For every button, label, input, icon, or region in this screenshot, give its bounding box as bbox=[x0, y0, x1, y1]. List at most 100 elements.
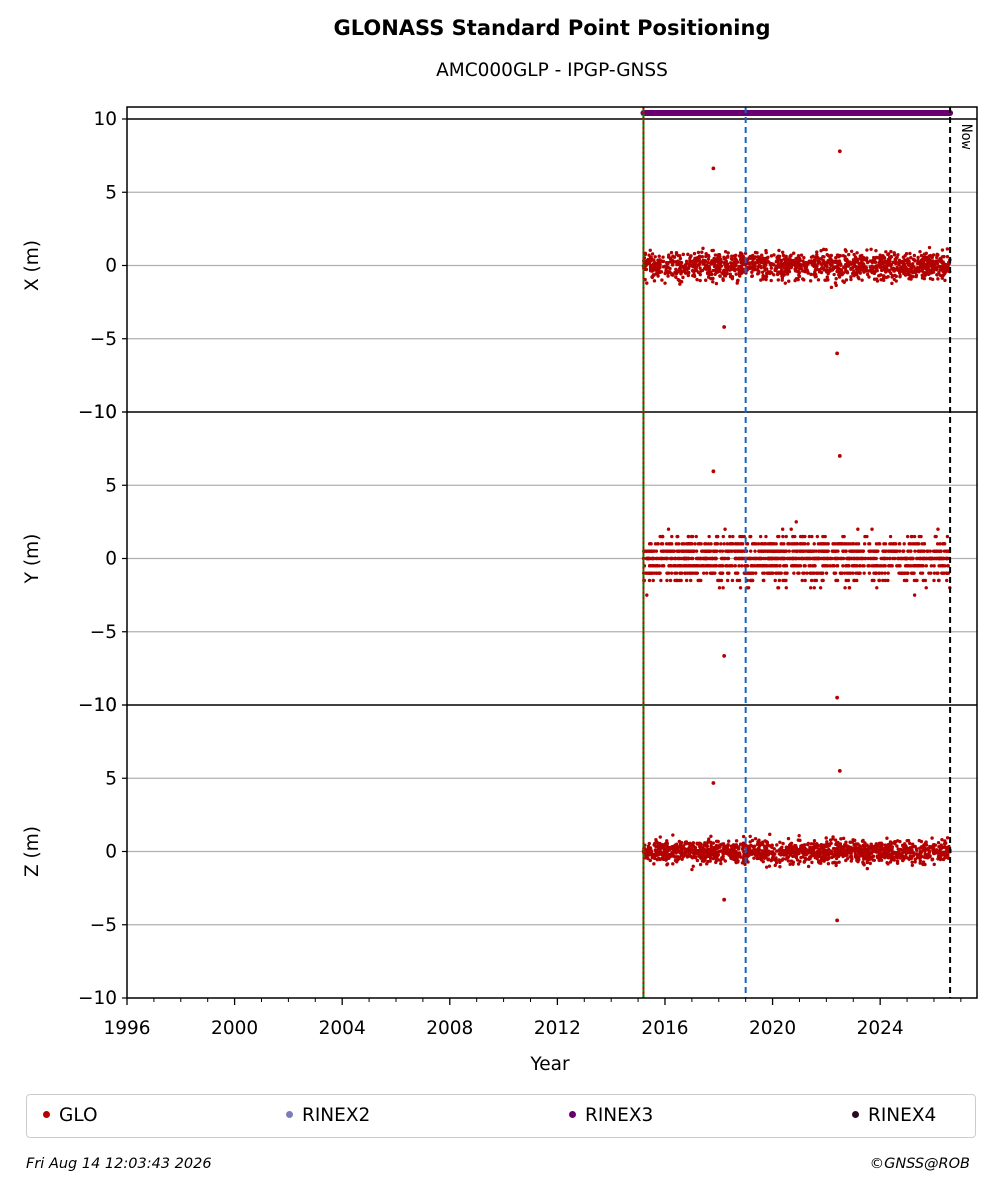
data-point-glo bbox=[849, 850, 853, 854]
data-point-glo bbox=[821, 259, 826, 263]
data-point-glo bbox=[741, 270, 746, 274]
data-point-glo bbox=[781, 857, 785, 861]
data-point-glo bbox=[874, 842, 878, 846]
data-point-glo bbox=[734, 852, 738, 856]
data-point-glo bbox=[733, 267, 737, 272]
data-point-glo bbox=[781, 273, 785, 278]
data-point-glo bbox=[709, 834, 713, 839]
data-point-glo bbox=[940, 556, 944, 561]
data-point-glo bbox=[939, 267, 943, 272]
data-point-glo bbox=[932, 578, 936, 583]
data-point-glo bbox=[910, 556, 914, 561]
data-point-glo bbox=[666, 571, 671, 575]
data-point-glo bbox=[702, 856, 706, 861]
data-point-glo bbox=[851, 260, 855, 264]
data-point-glo bbox=[865, 866, 870, 871]
x-axis-label: Year bbox=[529, 1054, 570, 1075]
data-point-glo bbox=[854, 571, 858, 575]
data-point-glo bbox=[738, 854, 742, 859]
data-point-glo bbox=[858, 271, 862, 275]
data-point-glo bbox=[741, 834, 746, 839]
data-point-glo bbox=[763, 268, 767, 272]
data-point-glo bbox=[656, 856, 661, 861]
data-point-glo bbox=[916, 255, 920, 260]
data-point-glo bbox=[650, 571, 654, 575]
data-point-glo bbox=[725, 571, 730, 575]
data-point-glo bbox=[759, 556, 763, 561]
data-point-glo bbox=[684, 851, 688, 855]
data-point-glo bbox=[835, 564, 840, 568]
data-point-glo bbox=[658, 835, 662, 839]
data-point-glo bbox=[645, 556, 649, 561]
data-point-glo bbox=[907, 277, 911, 281]
data-point-glo bbox=[856, 275, 860, 279]
data-point-glo bbox=[869, 247, 873, 251]
data-point-glo bbox=[881, 254, 885, 258]
data-point-glo bbox=[756, 272, 760, 276]
data-point-glo bbox=[671, 549, 676, 553]
data-point-glo bbox=[677, 556, 682, 561]
data-point-glo bbox=[882, 850, 887, 854]
data-point-glo bbox=[659, 578, 663, 583]
data-point-glo bbox=[775, 272, 780, 277]
data-point-glo bbox=[849, 847, 854, 851]
data-point-glo bbox=[755, 258, 760, 263]
data-point-glo bbox=[835, 578, 840, 583]
data-point-glo bbox=[660, 564, 664, 568]
data-point-glo bbox=[883, 578, 888, 583]
data-point-glo bbox=[834, 863, 838, 868]
data-point-glo bbox=[874, 264, 879, 268]
chart-subtitle: AMC000GLP - IPGP-GNSS bbox=[436, 60, 668, 81]
data-point-glo bbox=[766, 270, 770, 274]
data-point-glo bbox=[785, 271, 789, 276]
data-point-glo bbox=[911, 564, 916, 568]
data-point-glo bbox=[909, 534, 914, 539]
legend: GLO RINEX2 RINEX3 RINEX4 bbox=[26, 1094, 976, 1138]
data-point-glo bbox=[856, 850, 861, 854]
data-point-glo bbox=[726, 251, 730, 255]
data-point-glo bbox=[738, 534, 742, 539]
data-point-glo bbox=[881, 549, 885, 553]
data-point-glo bbox=[797, 267, 802, 271]
data-point-glo bbox=[846, 556, 850, 561]
data-point-glo bbox=[698, 278, 702, 283]
data-point-glo bbox=[659, 556, 663, 561]
data-point-glo bbox=[668, 260, 673, 264]
data-point-glo bbox=[645, 281, 649, 285]
data-point-glo bbox=[686, 534, 691, 539]
y-axis-label: Y (m) bbox=[22, 534, 43, 585]
data-point-glo bbox=[907, 847, 911, 851]
data-point-glo bbox=[815, 850, 819, 854]
data-point-glo bbox=[708, 850, 712, 854]
data-point-glo bbox=[656, 853, 661, 857]
data-point-glo bbox=[664, 264, 668, 269]
data-point-glo bbox=[905, 534, 910, 539]
y-axis-label: Z (m) bbox=[22, 826, 43, 877]
data-point-glo bbox=[945, 556, 949, 561]
data-point-glo bbox=[909, 564, 913, 568]
data-point-glo bbox=[892, 549, 896, 553]
data-point-glo bbox=[708, 272, 713, 276]
data-point-glo bbox=[825, 542, 830, 546]
data-point-glo bbox=[917, 564, 922, 568]
data-point-glo bbox=[704, 264, 709, 269]
data-point-glo bbox=[867, 845, 871, 849]
data-point-glo bbox=[849, 249, 854, 253]
data-point-glo bbox=[700, 549, 704, 553]
data-point-glo bbox=[711, 280, 715, 284]
data-point-glo bbox=[938, 273, 943, 278]
data-point-glo bbox=[841, 848, 846, 852]
data-point-glo bbox=[893, 840, 897, 844]
data-point-glo bbox=[720, 842, 724, 846]
legend-item-rinex3: RINEX3 bbox=[569, 1105, 653, 1126]
data-point-glo bbox=[871, 854, 876, 858]
data-point-glo bbox=[824, 268, 829, 272]
data-point-glo bbox=[736, 278, 740, 283]
data-point-glo bbox=[895, 844, 899, 848]
data-point-glo bbox=[707, 534, 711, 539]
data-point-glo bbox=[938, 264, 942, 269]
data-point-glo bbox=[828, 564, 832, 568]
data-point-glo bbox=[880, 258, 884, 262]
data-point-glo bbox=[773, 863, 777, 868]
data-point-glo bbox=[671, 846, 676, 850]
